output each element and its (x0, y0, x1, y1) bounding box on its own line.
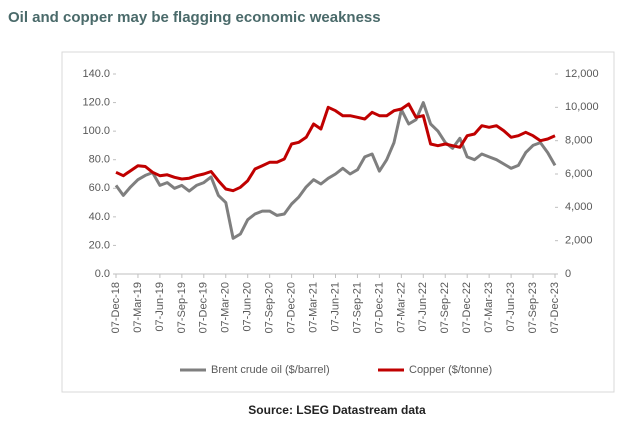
y2-tick-label: 0 (565, 268, 571, 280)
x-tick-label: 07-Dec-19 (198, 282, 210, 333)
y-tick-label: 140.0 (82, 68, 110, 80)
x-tick-label: 07-Sep-20 (264, 282, 276, 333)
x-tick-label: 07-Mar-22 (395, 282, 407, 333)
x-tick-label: 07-Dec-21 (373, 282, 385, 333)
chart-title: Oil and copper may be flagging economic … (8, 9, 381, 26)
x-tick-label: 07-Mar-21 (307, 282, 319, 333)
x-tick-label: 07-Jun-19 (154, 282, 166, 332)
x-tick-label: 07-Sep-21 (351, 282, 363, 333)
x-tick-label: 07-Jun-21 (329, 282, 341, 332)
y2-tick-label: 4,000 (565, 201, 593, 213)
y-tick-label: 60.0 (89, 182, 110, 194)
x-tick-label: 07-Dec-23 (549, 282, 561, 333)
x-tick-label: 07-Mar-20 (220, 282, 232, 333)
y-tick-label: 80.0 (89, 154, 110, 166)
x-tick-label: 07-Dec-18 (110, 282, 122, 333)
x-tick-label: 07-Jun-22 (417, 282, 429, 332)
series-line (114, 101, 557, 240)
source: Source: LSEG Datastream data (248, 403, 426, 417)
y2-tick-label: 2,000 (565, 235, 593, 247)
legend-label: Brent crude oil ($/barrel) (211, 364, 330, 376)
y2-tick-label: 8,000 (565, 135, 593, 147)
y-tick-label: 40.0 (89, 211, 110, 223)
y2-tick-label: 10,000 (565, 101, 599, 113)
legend-label: Copper ($/tonne) (409, 364, 492, 376)
x-tick-label: 07-Mar-19 (132, 282, 144, 333)
y2-tick-label: 12,000 (565, 68, 599, 80)
x-tick-label: 07-Jun-20 (242, 282, 254, 332)
series-line (115, 102, 556, 193)
x-tick-label: 07-Mar-23 (483, 282, 495, 333)
x-tick-label: 07-Dec-22 (461, 282, 473, 333)
y-tick-label: 120.0 (82, 96, 110, 108)
x-tick-label: 07-Sep-19 (176, 282, 188, 333)
chart-frame (61, 51, 615, 393)
x-tick-label: 07-Jun-23 (505, 282, 517, 332)
x-tick-label: 07-Sep-23 (527, 282, 539, 333)
y-tick-label: 20.0 (89, 239, 110, 251)
x-tick-label: 07-Sep-22 (439, 282, 451, 333)
y-tick-label: 100.0 (82, 125, 110, 137)
y-tick-label: 0.0 (95, 268, 110, 280)
x-tick-label: 07-Dec-20 (286, 282, 298, 333)
y2-tick-label: 6,000 (565, 168, 593, 180)
